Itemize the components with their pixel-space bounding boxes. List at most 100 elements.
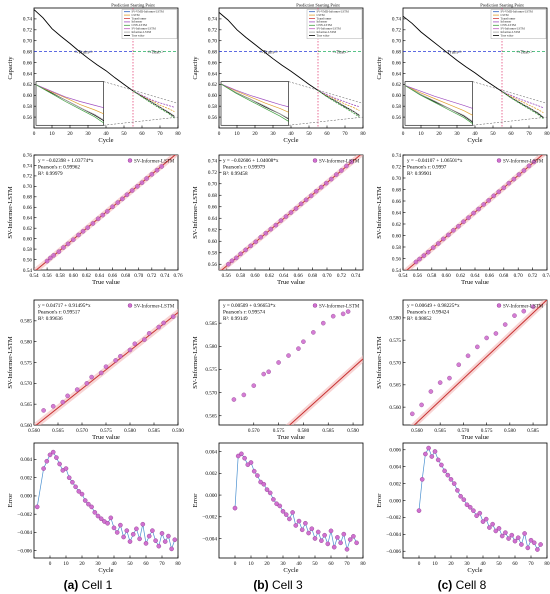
cell-3-capacity-zoom-link-top	[288, 81, 364, 104]
cell-1-error-error-point	[54, 455, 59, 460]
cell-8-capacity-xtick-label: 70	[526, 131, 532, 137]
cell-3-fit-test-point	[296, 346, 301, 351]
cell-3-capacity-xtick-label: 30	[270, 131, 276, 137]
cell-3-error-error-point	[315, 529, 321, 535]
cell-1-fit-all-point	[85, 225, 90, 230]
cell-8-error-error-point	[538, 542, 543, 547]
cell-1-error-xtick-label: 0	[49, 561, 52, 567]
cell-8-error-error-point	[445, 472, 451, 478]
cell-1-capacity-legend-label: SV-Informer-LSTM	[132, 27, 156, 31]
cell-8-fit-all-xtick-label: 0.64	[470, 273, 479, 279]
cell-3-capacity-test-label: <-Test->	[332, 51, 349, 56]
cell-3-error-error-point	[331, 544, 337, 550]
cell-1-capacity-test-label: <-Test->	[147, 51, 164, 56]
cell-8-capacity-ytick-label: 0.62	[392, 82, 401, 88]
cell-1-capacity-ytick-label: 0.68	[23, 49, 32, 55]
cell-3-fit-test-point	[301, 339, 306, 344]
cell-1-capacity-inset-series-cnn	[35, 84, 104, 124]
cell-3-fit-all-point	[229, 258, 235, 264]
caption-letter-8: (c)	[438, 578, 453, 592]
cell-1-fit-test-xtick-label: 0.570	[76, 428, 88, 434]
cell-3-fit-test-fit-line	[288, 358, 363, 425]
cell-1-capacity-zoom-link-top	[103, 81, 179, 104]
cell-8-fit-all-point	[461, 219, 466, 224]
caption-letter-1: (a)	[64, 578, 79, 592]
cell-1-fit-test-xtick-label: 0.575	[100, 428, 112, 434]
cell-8-error-xtick-label: 20	[448, 561, 454, 567]
cell-3-fit-all-point	[253, 239, 259, 245]
cell-1-fit-all-point	[70, 237, 76, 242]
cell-8-fit-test-xtick-label: 0.570	[458, 428, 470, 434]
cell-1-capacity-ytick-label: 0.58	[23, 104, 32, 110]
cell-8-capacity-ytick-label: 0.64	[392, 71, 401, 77]
cell-8-error-error-point	[423, 451, 428, 457]
cell-1-error-error-point	[150, 528, 155, 533]
cell-8-fit-all-ylabel: SV-Informer-LSTM	[376, 186, 383, 239]
cell-1-fit-test-point	[65, 393, 70, 399]
cell-1-error-xtick-label: 40	[111, 561, 117, 567]
cell-1-fit-all-point	[159, 164, 164, 169]
cell-1-fit-all-ytick-label: 0.60	[23, 236, 32, 242]
cell-3-error-ytick-label: 0.004	[205, 449, 217, 455]
cell-8-error-error-point	[522, 531, 527, 536]
cell-1-fit-all-xtick-label: 0.68	[121, 273, 130, 279]
cell-3-error-ytick-label: 0.000	[205, 493, 217, 499]
cell-1-error-frame	[33, 442, 179, 559]
cell-3-capacity-zoom-link-bottom	[288, 116, 364, 126]
cell-3-fit-test-point	[261, 371, 266, 377]
cell-3-fit-test-point	[251, 383, 257, 388]
cell-3-fit-test-ytick-label: 0.565	[205, 414, 217, 420]
cell-3-fit-all-ytick-label: 0.64	[208, 216, 217, 222]
cell-3-fit-all-point	[293, 206, 299, 211]
cell-1-error-error-point	[44, 458, 50, 464]
cell-3-capacity-series-informer	[317, 90, 360, 108]
cell-1-error-error-point	[162, 539, 168, 544]
cell-8-fit-all-legend-label: SV-Informer-LSTM	[503, 160, 544, 165]
cell-3-fit-all-point	[248, 243, 253, 249]
cell-3-fit-test-legend-label: SV-Informer-LSTM	[319, 305, 360, 310]
cell-8-fit-test-legend-label: SV-Informer-LSTM	[503, 305, 544, 310]
cell-8-capacity-legend-label: SV-Informer-LSTM	[501, 27, 525, 31]
cell-3-capacity-ytick-label: 0.74	[208, 17, 217, 23]
cell-3-capacity-ytick-label: 0.68	[208, 49, 217, 55]
cell-8-fit-all-point	[471, 210, 476, 216]
cell-3-error-error-point	[287, 516, 292, 522]
cell-8-fit-all-point	[430, 245, 436, 250]
cell-8-capacity-ytick-label: 0.56	[392, 115, 401, 121]
cell-8-fit-all-point	[451, 228, 456, 233]
cell-8-capacity-zoom-link-top	[472, 81, 548, 104]
cell-1-fit-all-frame	[33, 154, 179, 271]
cell-8-error-error-point	[506, 536, 511, 541]
cell-1-fit-all-point	[65, 241, 71, 247]
cell-1-fit-test-ytick-label: 0.560	[20, 423, 32, 429]
cell-3-fit-all-ytick-label: 0.60	[208, 239, 217, 245]
cell-8-error-ytick-label: −0.002	[386, 515, 401, 521]
cell-8-fit-all-point	[417, 256, 422, 262]
cell-8-fit-test-ylabel: SV-Informer-LSTM	[376, 336, 383, 389]
cell-3-fit-test-point	[330, 313, 336, 319]
cell-1-capacity-legend-label: True value	[132, 33, 145, 37]
cell-3-error-xtick-label: 70	[344, 561, 350, 567]
cell-1-fit-all-xtick-label: 0.54	[29, 273, 38, 279]
cell-8-error-xtick-label: 70	[528, 561, 534, 567]
cell-8-error-error-point	[464, 502, 470, 508]
cell-3-error-xtick-label: 80	[360, 561, 366, 567]
cell-8-fit-all-xtick-label: 0.62	[456, 273, 465, 279]
cell-3-capacity-train-label: <-Train->	[259, 51, 279, 56]
captions: (a) Cell 1 (b) Cell 3 (c) Cell 8	[64, 578, 487, 592]
cell-8-fit-all-xtick-label: 0.66	[485, 273, 494, 279]
cell-1-capacity-ylabel: Capacity	[7, 56, 14, 80]
cell-1-capacity-xtick-label: 60	[139, 131, 145, 137]
cell-8-error-error-point	[509, 532, 515, 538]
cell-3-fit-all-xtick-label: 0.68	[308, 273, 317, 279]
cell-3-error-error-point	[325, 541, 331, 547]
cell-1-fit-all-xtick-label: 0.72	[147, 273, 156, 279]
cell-8-capacity-series-cnn	[501, 91, 544, 120]
cell-1-error-error-point	[156, 543, 162, 549]
cell-8-capacity-ytick-label: 0.66	[392, 60, 401, 66]
cell-1-fit-test-point	[103, 364, 109, 369]
cell-1-fit-test-xtick-label: 0.590	[172, 428, 184, 434]
cell-3-fit-test-ytick-label: 0.570	[205, 390, 217, 396]
cell-8-fit-test-point	[409, 411, 415, 417]
cell-1-fit-test-legend-label: SV-Informer-LSTM	[134, 305, 175, 310]
